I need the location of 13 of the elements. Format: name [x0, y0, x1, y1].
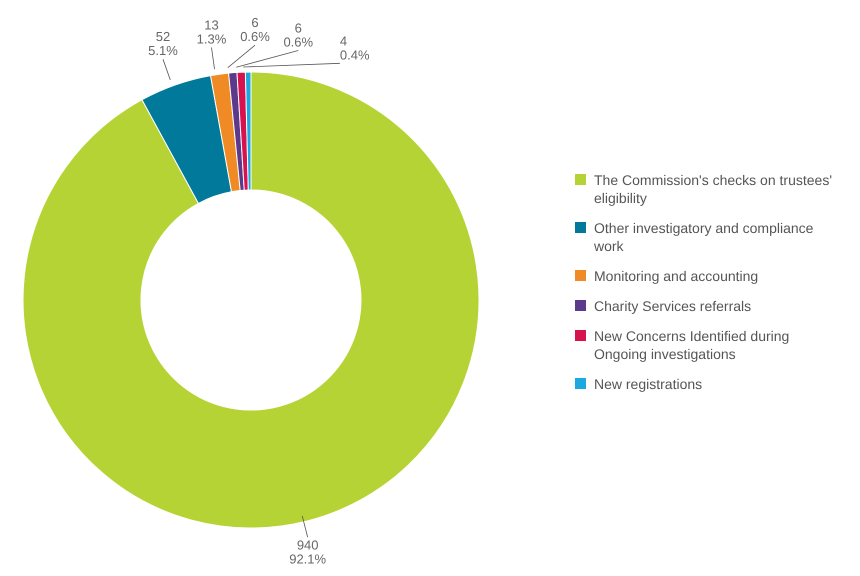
legend-label: Monitoring and accounting [594, 267, 760, 285]
data-label: 52 5.1% [148, 29, 178, 58]
legend-label: New Concerns Identified during Ongoing investigations [594, 327, 790, 363]
data-label: 4 0.4% [340, 33, 370, 62]
legend-label: Other investigatory and compliance work [594, 219, 814, 255]
data-label: 6 0.6% [240, 15, 270, 44]
data-label: 6 0.6% [283, 20, 314, 50]
data-label: 13 1.3% [196, 17, 227, 46]
data-label: 940 92.1% [289, 537, 327, 566]
legend-label: The Commission's checks on trustees' eligibility [594, 171, 833, 207]
legend-label: New registrations [594, 375, 704, 393]
donut-slice [22, 72, 480, 528]
legend-label: Charity Services referrals [594, 297, 752, 315]
